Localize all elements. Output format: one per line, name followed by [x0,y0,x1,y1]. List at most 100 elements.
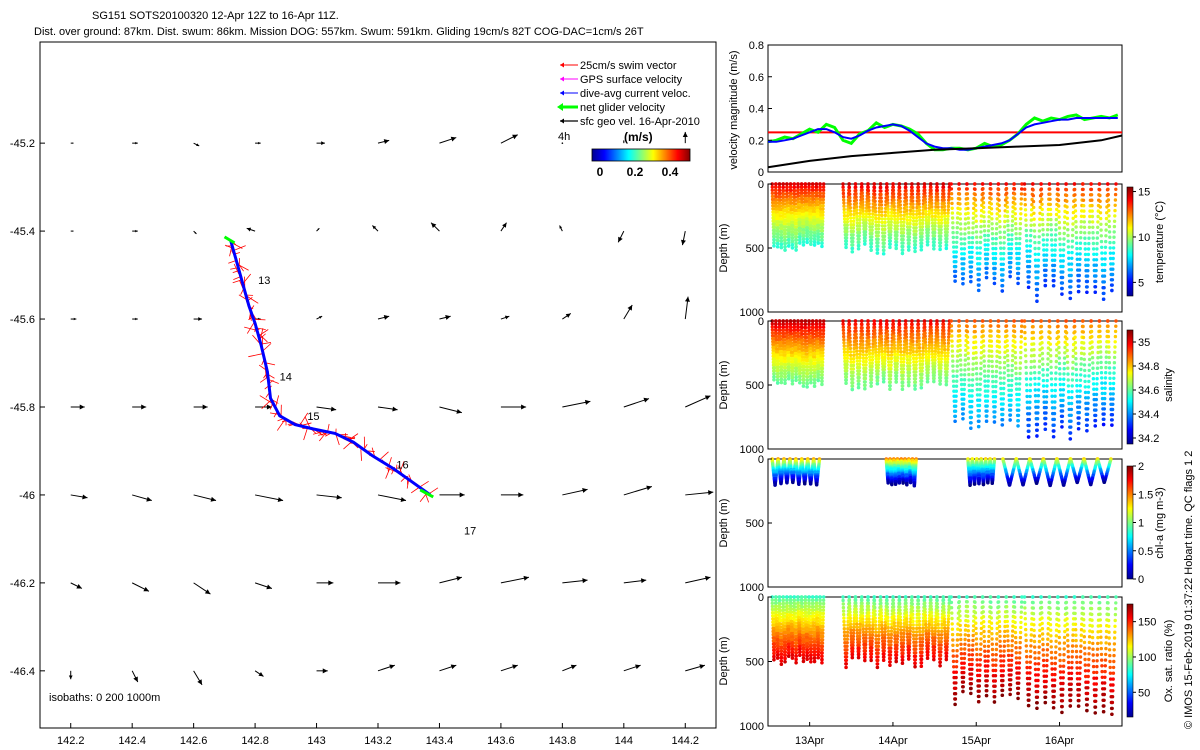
temperature-dot [1090,203,1094,208]
temperature-dot [800,194,804,198]
temperature-dot [821,201,825,205]
temperature-dot [1023,192,1027,196]
salinity-dot [1113,350,1117,354]
salinity-dot [787,362,791,366]
geo-velocity-arrowhead [383,139,390,144]
salinity-dot [848,350,853,354]
temperature-dot [813,225,817,229]
salinity-dot [1000,418,1005,422]
salinity-dot [973,324,977,328]
temperature-dot [892,208,896,212]
map-x-tick-label: 144 [615,735,633,747]
temperature-dot [994,241,998,246]
salinity-dot [1025,394,1029,399]
salinity-dot [935,319,939,323]
temperature-dot [1018,227,1022,231]
salinity-dot [879,337,884,341]
temperature-dot [805,237,809,242]
salinity-dot [1018,371,1022,376]
temperature-dot [871,212,875,216]
salinity-dot [1087,363,1092,367]
salinity-dot [1012,319,1016,323]
temperature-dot [1065,205,1069,209]
temperature-dot [954,245,959,249]
temperature-dots [770,182,1118,303]
temperature-dot [776,229,780,233]
temperature-dot [1019,207,1023,211]
salinity-dot [979,356,983,360]
salinity-dot [995,359,999,364]
temperature-dot [1064,193,1069,198]
temperature-dot [821,204,825,208]
salinity-dot [820,376,824,380]
temperature-dot [946,211,950,215]
salinity-dot [869,377,874,382]
temperature-dot [993,261,997,266]
salinity-dot [778,325,782,329]
temperature-dot [1102,286,1106,290]
salinity-dot [889,367,893,371]
salinity-dot [937,357,941,361]
temperature-dot [971,231,975,235]
salinity-dot [921,349,925,353]
salinity-dot [959,378,964,382]
temperature-dot [1094,268,1098,273]
swim-vector [233,263,240,274]
temperature-dot [1004,182,1008,186]
temperature-dot [1014,227,1018,231]
swim-vector [258,329,269,336]
salinity-dot [863,373,868,377]
temperature-dot [933,227,937,231]
salinity-dot [790,382,795,386]
temperature-dot [1086,258,1090,262]
salinity-dot [1036,388,1041,392]
salinity-dot [895,365,899,369]
salinity-dot [945,357,950,361]
salinity-dot [1095,382,1099,386]
temperature-dot [807,194,812,198]
salinity-dot [963,353,968,357]
salinity-dot [942,344,947,349]
salinity-dot [820,366,825,371]
salinity-dot [939,357,944,361]
salinity-dot [1046,351,1050,356]
temperature-dot [1000,289,1005,293]
salinity-dot [1005,344,1009,348]
salinity-dot [1027,417,1032,422]
salinity-dot [1081,335,1086,340]
salinity-dot [845,356,849,360]
temperature-colorbar [1126,186,1134,297]
salinity-dot [917,342,921,347]
salinity-dot [892,346,897,351]
temperature-dot [978,251,982,255]
temperature-dot [981,201,986,205]
temperature-dot [876,230,881,235]
salinity-dot [853,319,858,323]
salinity-dot [886,350,890,354]
temperature-dot [883,227,887,232]
salinity-dot [999,381,1003,385]
salinity-dot [811,338,815,343]
salinity-dot [802,377,806,382]
salinity-dot [863,376,868,381]
temperature-dot [1098,211,1103,215]
temperature-dot [1036,252,1041,256]
salinity-dot [993,410,997,414]
temperature-dot [1113,208,1117,213]
temperature-dot [803,188,808,192]
temperature-dot [795,228,799,232]
temperature-dot [796,191,800,195]
temperature-dot [1075,252,1079,256]
salinity-dot [1087,357,1092,362]
temperature-dot [951,226,955,230]
salinity-dot [910,322,914,327]
temperature-dot [796,197,801,201]
salinity-dot [800,332,804,336]
temperature-dot [1108,246,1112,250]
salinity-dot [1035,417,1040,421]
temperature-dot [1009,251,1013,256]
temperature-dot [868,218,872,223]
temperature-dot [776,241,780,246]
salinity-dot [967,367,971,371]
temperature-dot [788,182,793,186]
